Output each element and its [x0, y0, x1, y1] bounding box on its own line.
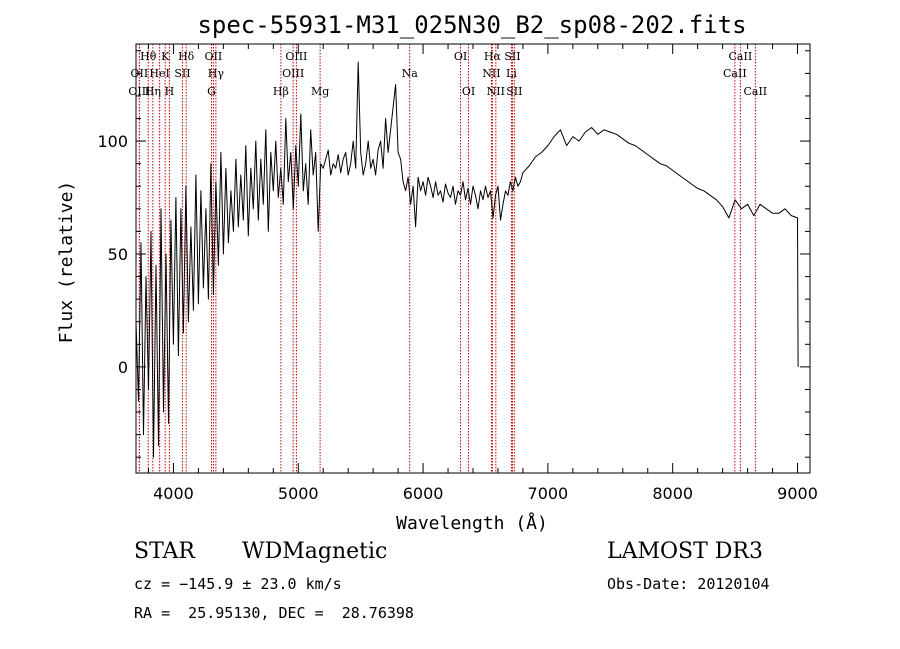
y-tick-label: 50 [108, 245, 128, 264]
y-axis-label: Flux (relative) [56, 181, 77, 344]
line-label-10: HeI [149, 67, 169, 80]
line-label-2: Hδ [178, 50, 195, 63]
spectrum-plot [135, 61, 799, 458]
line-markers [138, 44, 756, 473]
x-tick-label: 5000 [278, 484, 319, 503]
line-label-15: NII [482, 67, 500, 80]
x-tick-label: 8000 [652, 484, 693, 503]
line-label-24: OI [462, 85, 475, 98]
line-label-18: OIII [128, 85, 150, 98]
redshift-velocity: cz = −145.9 ± 23.0 km/s [134, 575, 342, 593]
object-subclass: WDMagnetic [242, 539, 388, 564]
line-label-23: Mg [311, 85, 329, 98]
observation-date: Obs-Date: 20120104 [607, 575, 770, 593]
x-axis: 4000 5000 6000 7000 8000 9000 [147, 44, 818, 503]
line-label-21: G [207, 85, 216, 98]
line-label-0: Hθ [140, 50, 157, 63]
survey-name: LAMOST DR3 [607, 539, 763, 564]
x-tick-label: 6000 [403, 484, 444, 503]
line-label-8: CaII [729, 50, 753, 63]
line-label-3: OII [205, 50, 223, 63]
coordinates: RA = 25.95130, DEC = 28.76398 [134, 604, 414, 622]
y-tick-label: 100 [97, 132, 128, 151]
line-label-26: SII [506, 85, 522, 98]
line-label-19: Hη [145, 85, 161, 98]
plot-frame [135, 43, 811, 474]
line-label-22: Hβ [273, 85, 289, 98]
line-label-11: SII [174, 67, 190, 80]
x-tick-label: 4000 [153, 484, 194, 503]
chart-title: spec-55931-M31_025N30_B2_sp08-202.fits [197, 11, 746, 39]
y-axis: 0 50 100 [97, 50, 810, 458]
line-label-14: Na [402, 67, 419, 80]
object-class: STAR [134, 539, 195, 564]
line-label-4: OIII [285, 50, 307, 63]
line-label-25: NII [487, 85, 505, 98]
y-tick-label: 0 [118, 358, 128, 377]
line-label-17: CaII [723, 67, 747, 80]
line-label-12: Hγ [208, 67, 225, 80]
line-label-5: OI [454, 50, 467, 63]
x-tick-label: 9000 [777, 484, 818, 503]
line-label-1: K [161, 50, 170, 63]
line-label-6: Hα [484, 50, 502, 63]
spectrum-line [135, 61, 799, 458]
line-label-27: CaII [743, 85, 767, 98]
line-label-16: Li [506, 67, 517, 80]
line-label-13: OIII [282, 67, 304, 80]
x-axis-label: Wavelength (Å) [396, 512, 548, 534]
line-label-20: H [165, 85, 175, 98]
line-label-7: SII [504, 50, 520, 63]
x-tick-label: 7000 [528, 484, 569, 503]
